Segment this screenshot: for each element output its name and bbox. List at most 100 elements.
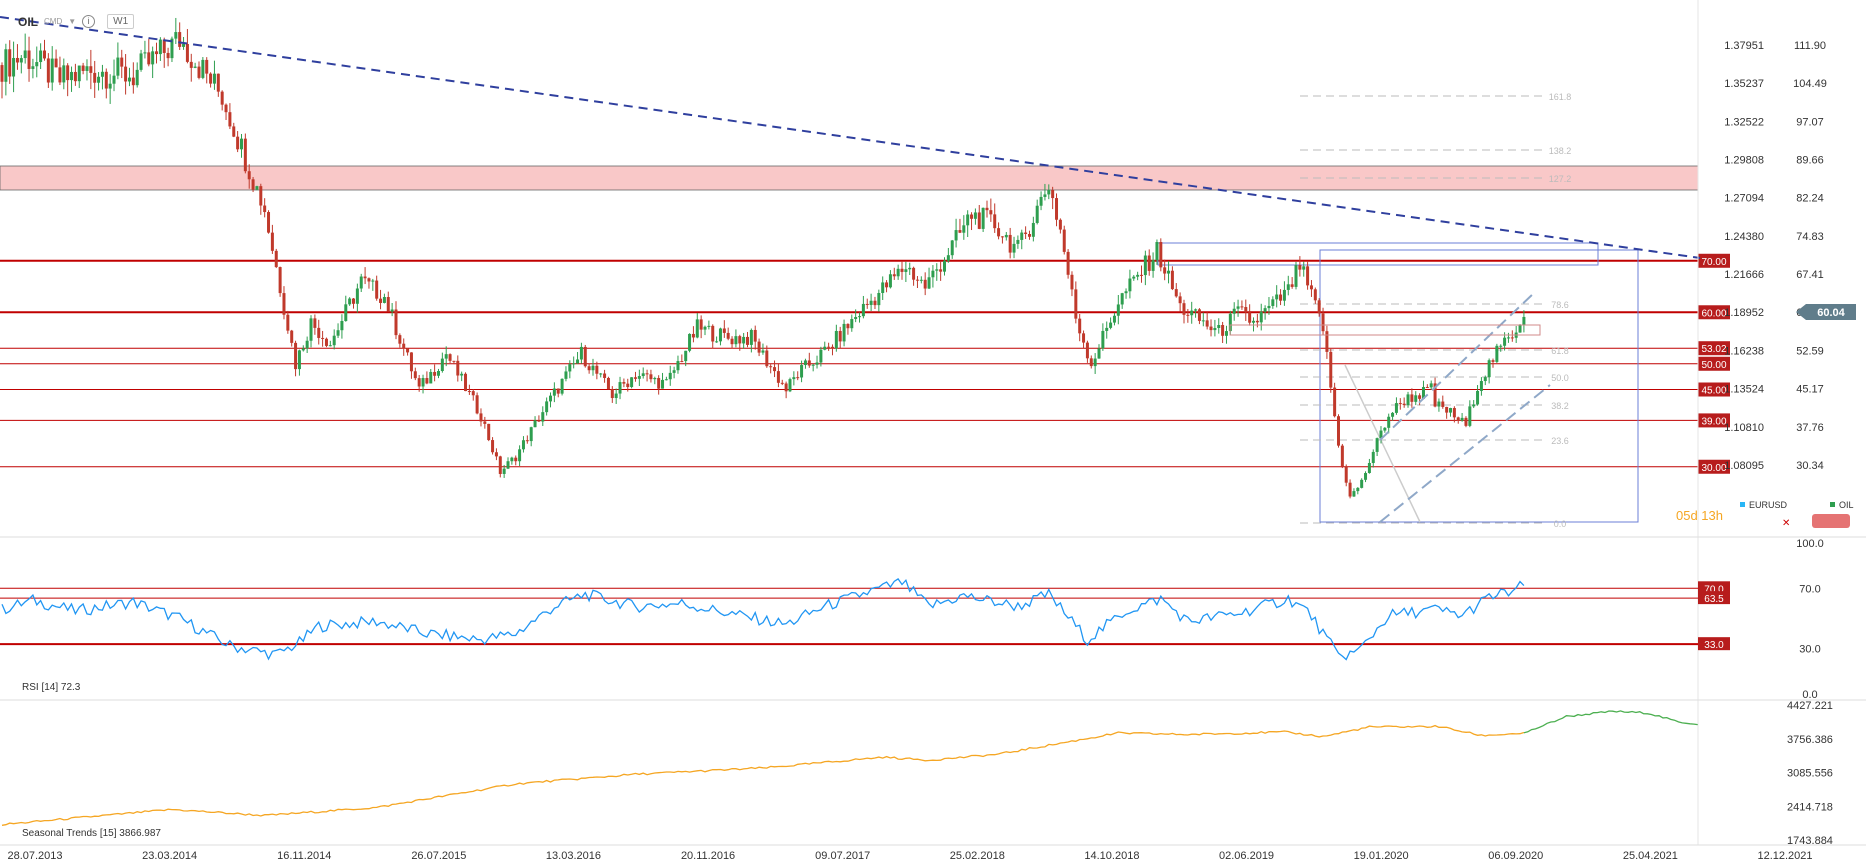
candle-body (182, 44, 186, 47)
candle-body (23, 50, 27, 59)
candle-body (1495, 345, 1499, 362)
candle-body (413, 371, 417, 379)
candle-body (603, 373, 607, 378)
candle-body (958, 230, 962, 233)
candle-body (340, 320, 344, 331)
candle-body (1143, 255, 1147, 276)
candle-body (753, 329, 757, 342)
candle-body (788, 379, 792, 392)
candle-body (1116, 304, 1120, 316)
fib-connector (1344, 364, 1421, 523)
candle-body (1221, 325, 1225, 336)
candle-body (973, 212, 977, 219)
candle-body (263, 205, 267, 213)
candle-body (730, 338, 734, 345)
last-price-tag (1796, 304, 1856, 321)
candle-body (1047, 190, 1051, 195)
eurusd-tick-label: 1.18952 (1724, 307, 1764, 319)
candle-body (776, 371, 780, 383)
candle-body (1275, 294, 1279, 300)
candle-body (1279, 294, 1283, 301)
candle-body (1425, 387, 1429, 389)
candle-body (1167, 270, 1171, 274)
candle-body (1410, 394, 1414, 402)
chevron-down-icon[interactable]: ▼ (68, 17, 77, 26)
candle-body (58, 67, 62, 83)
candle-body (502, 468, 506, 474)
candle-body (1429, 383, 1433, 388)
candle-body (394, 309, 398, 336)
level-label: 70.00 (1701, 257, 1726, 268)
candle-body (479, 413, 483, 422)
candle-body (1433, 383, 1437, 407)
candle-body (796, 377, 800, 379)
candle-body (676, 361, 680, 371)
candle-body (800, 365, 804, 378)
candle-body (1089, 358, 1093, 367)
candle-body (77, 65, 81, 82)
symbol-label[interactable]: OIL (18, 14, 38, 29)
candle-body (444, 354, 448, 359)
candle-body (1344, 466, 1348, 483)
rsi-level-badge (1698, 637, 1730, 651)
candle-body (487, 423, 491, 441)
candle-body (819, 349, 823, 363)
candle-body (97, 76, 101, 83)
candle-body (896, 268, 900, 277)
candle-body (1522, 316, 1526, 326)
eurusd-tick-label: 1.27094 (1724, 193, 1764, 205)
seasonal-tick-label: 3756.386 (1787, 734, 1833, 746)
candle-body (761, 350, 765, 353)
candle-body (31, 66, 35, 69)
candle-body (1271, 299, 1275, 306)
candle-body (1159, 242, 1163, 268)
level-label: 60.00 (1701, 308, 1726, 319)
candle-body (498, 456, 502, 474)
candle-body (556, 388, 560, 394)
candle-body (633, 377, 637, 379)
candle-body (1313, 289, 1317, 301)
level-badge (1698, 382, 1730, 397)
candle-body (216, 73, 220, 92)
candle-body (1406, 394, 1410, 406)
candle-body (1155, 242, 1159, 261)
candle-body (321, 337, 325, 339)
candle-body (1306, 266, 1310, 286)
candle-body (212, 73, 216, 84)
candle-body (1325, 331, 1329, 352)
timeframe-selector[interactable]: W1 (107, 14, 135, 29)
oil-tick-label: 74.83 (1796, 231, 1824, 243)
candle-body (209, 73, 213, 84)
fib-label: 23.6 (1551, 436, 1569, 446)
candle-body (1371, 451, 1375, 463)
candle-body (966, 214, 970, 226)
eurusd-tick-label: 1.16238 (1724, 345, 1764, 357)
candle-body (297, 350, 301, 370)
candle-body (568, 364, 572, 372)
candle-body (483, 421, 487, 424)
candle-body (452, 360, 456, 362)
candle-body (1452, 408, 1456, 418)
candle-body (1317, 300, 1321, 314)
level-label: 45.00 (1701, 386, 1726, 397)
candle-body (1290, 284, 1294, 287)
info-icon[interactable]: i (82, 15, 96, 28)
candle-body (1282, 289, 1286, 301)
candle-body (1147, 255, 1151, 271)
candle-body (699, 319, 703, 330)
candle-body (765, 350, 769, 367)
fib-label: 50.0 (1551, 373, 1569, 383)
instrument-header: OIL CMD ▼ i W1 (18, 14, 135, 29)
candle-body (587, 366, 591, 371)
candle-body (1449, 408, 1453, 413)
rsi-tick-label: 0.0 (1802, 689, 1817, 701)
candle-body (533, 420, 537, 428)
date-tick-label: 12.12.2021 (1757, 850, 1812, 862)
axis-layer: 111.90 104.49 97.07 89.66 82.24 74.83 67.41 60.… (0, 0, 1866, 845)
candle-body (143, 52, 147, 54)
level-badge (1698, 305, 1730, 320)
candle-body (1391, 412, 1395, 417)
candle-body (664, 379, 668, 381)
